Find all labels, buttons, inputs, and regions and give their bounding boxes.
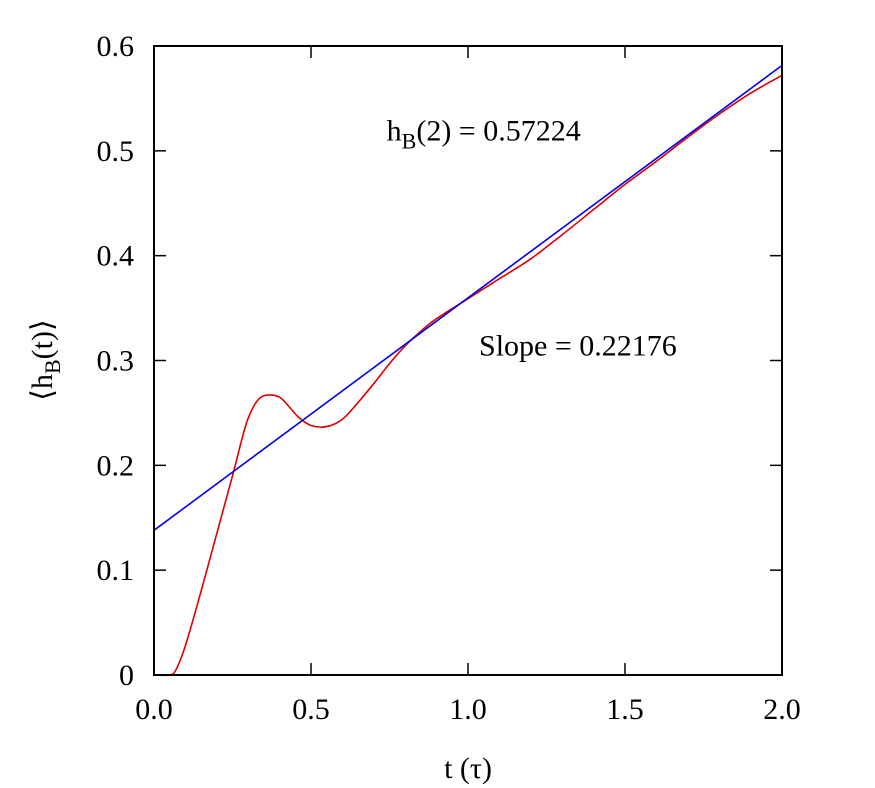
series-line-data xyxy=(153,74,783,677)
y-tick-label: 0.2 xyxy=(97,449,135,482)
plot-frame xyxy=(153,45,783,676)
y-axis-label-open: ⟨h xyxy=(26,374,59,401)
y-tick-label: 0.4 xyxy=(97,240,135,273)
x-axis-label: t (τ) xyxy=(444,752,492,785)
y-tick-label: 0.3 xyxy=(97,345,135,378)
y-tick-label: 0.6 xyxy=(97,30,135,63)
annotations: hB(2) = 0.57224 Slope = 0.22176 xyxy=(387,114,677,362)
plot-area xyxy=(153,64,783,677)
y-axis-ticks: 0 0.1 0.2 0.3 0.4 0.5 0.6 xyxy=(97,30,782,692)
x-tick-label: 2.0 xyxy=(763,693,801,726)
series-line-fit xyxy=(153,64,783,531)
x-tick-label: 1.0 xyxy=(449,693,487,726)
x-tick-label: 1.5 xyxy=(606,693,644,726)
annotation: hB(2) = 0.57224 xyxy=(387,114,581,153)
y-axis-label-rest: (t)⟩ xyxy=(26,319,59,359)
y-tick-label: 0.5 xyxy=(97,135,135,168)
y-axis-label: ⟨hB(t)⟩ xyxy=(26,319,65,400)
x-tick-label: 0.5 xyxy=(292,693,330,726)
y-tick-label: 0.1 xyxy=(97,554,135,587)
y-tick-label: 0 xyxy=(119,659,134,692)
x-tick-label: 0.0 xyxy=(135,693,173,726)
annotation: Slope = 0.22176 xyxy=(479,329,677,362)
x-axis-ticks: 0.0 0.5 1.0 1.5 2.0 xyxy=(135,46,801,726)
y-axis-label-subscript: B xyxy=(40,359,65,374)
